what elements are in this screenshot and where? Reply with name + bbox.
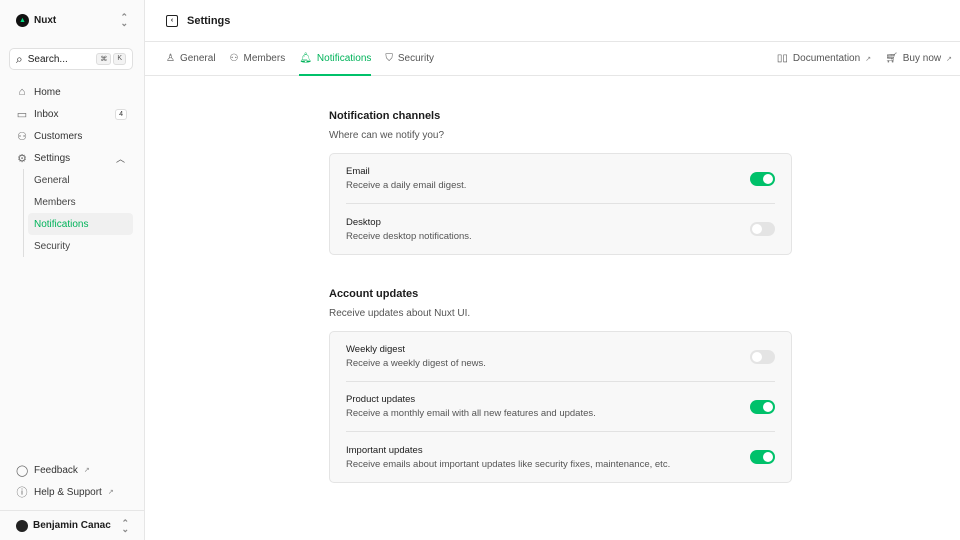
help-support-link[interactable]: ⓘ Help & Support ↗: [10, 481, 133, 503]
external-link-icon: ↗: [946, 55, 952, 63]
link-label: Buy now: [902, 53, 942, 64]
feedback-link[interactable]: ◯ Feedback ↗: [10, 459, 133, 481]
users-icon: ⚇: [229, 53, 239, 64]
nav-label: Settings: [34, 152, 71, 164]
help-label: Help & Support: [34, 486, 102, 498]
tab-label: General: [179, 53, 216, 64]
external-link-icon: ↗: [865, 55, 872, 63]
team-switcher[interactable]: ▲ Nuxt ⌃ ⌄: [16, 12, 128, 28]
settings-subnav: General Members Notifications Security: [23, 169, 133, 257]
bell-icon: 🔔︎: [299, 53, 312, 64]
feedback-label: Feedback: [34, 464, 78, 476]
kbd-cmd: ⌘: [96, 53, 112, 65]
setting-label: Weekly digest: [346, 344, 405, 355]
setting-desc: Receive a weekly digest of news.: [346, 358, 486, 369]
external-link-icon: ↗: [107, 489, 114, 496]
sidebar-item-members[interactable]: Members: [34, 196, 76, 208]
users-icon: ⚇: [17, 130, 27, 143]
tab-label: Security: [397, 53, 434, 64]
setting-label: Email: [346, 166, 370, 177]
section-account-updates: Account updates Receive updates about Nu…: [329, 288, 792, 483]
section-notification-channels: Notification channels Where can we notif…: [329, 110, 792, 255]
link-label: Documentation: [792, 53, 861, 64]
sidebar-item-notifications[interactable]: Notifications: [28, 213, 133, 235]
tab-label: Notifications: [316, 53, 372, 64]
sidebar-item-settings[interactable]: ⚙ Settings ︿: [10, 147, 133, 169]
settings-card: Weekly digest Receive a weekly digest of …: [329, 331, 792, 483]
tab-members[interactable]: ⚇ Members: [230, 42, 286, 75]
setting-desc: Receive a monthly email with all new fea…: [346, 408, 596, 419]
nav-label: Customers: [34, 130, 83, 142]
section-title: Account updates: [329, 288, 419, 300]
tab-general[interactable]: ♙ General: [166, 42, 216, 75]
info-icon: ⓘ: [16, 487, 28, 499]
chevron-up-icon: ︿: [115, 153, 125, 164]
chat-icon: ◯: [16, 464, 29, 477]
nuxt-logo-icon: ▲: [16, 13, 29, 27]
section-title: Notification channels: [329, 110, 441, 122]
user-icon: ♙: [166, 53, 175, 64]
setting-label: Product updates: [346, 394, 416, 405]
search-button[interactable]: ⌕ Search... ⌘ K: [9, 48, 133, 70]
nav-label: Inbox: [34, 108, 59, 120]
setting-desc: Receive a daily email digest.: [346, 180, 467, 191]
setting-label: Important updates: [346, 444, 423, 456]
setting-row-important-updates: Important updates Receive emails about im…: [346, 432, 775, 482]
tab-security[interactable]: ⛉ Security: [385, 42, 434, 75]
tab-notifications[interactable]: 🔔︎ Notifications: [299, 42, 372, 76]
page-header: ‹ Settings: [145, 0, 960, 42]
external-link-icon: ↗: [83, 467, 90, 474]
home-icon: ⌂: [18, 86, 26, 98]
sidebar-item-customers[interactable]: ⚇ Customers: [10, 125, 133, 147]
inbox-count-badge: 4: [115, 108, 127, 120]
sidebar-item-general[interactable]: General: [34, 174, 70, 186]
nav-label: Home: [34, 86, 61, 98]
book-icon: ▯▯: [776, 53, 788, 64]
notifications-content: Notification channels Where can we notif…: [329, 110, 792, 483]
user-menu[interactable]: Benjamin Canac ⌃ ⌄: [0, 510, 145, 540]
chevron-up-down-icon: ⌃ ⌄: [121, 517, 129, 534]
product-updates-toggle[interactable]: [750, 399, 775, 414]
sidebar-item-inbox[interactable]: ▭ Inbox 4: [10, 103, 133, 125]
desktop-toggle[interactable]: [750, 222, 775, 236]
sidebar-item-security[interactable]: Security: [34, 240, 71, 252]
setting-row-desktop: Desktop Receive desktop notifications.: [346, 204, 775, 254]
section-subtitle: Where can we notify you?: [329, 130, 445, 141]
setting-row-product-updates: Product updates Receive a monthly email w…: [346, 382, 775, 432]
setting-label: Desktop: [346, 216, 381, 228]
tab-label: Members: [243, 53, 286, 64]
settings-card: Email Receive a daily email digest. Deskt…: [329, 153, 792, 255]
important-updates-toggle[interactable]: [750, 450, 775, 464]
sidebar: ▲ Nuxt ⌃ ⌄ ⌕ Search... ⌘ K ⌂ Home ▭ Inbox 4 ⚇…: [0, 0, 145, 540]
user-name: Benjamin Canac: [33, 520, 111, 531]
team-name: Nuxt: [34, 14, 57, 26]
search-icon: ⌕: [16, 51, 23, 66]
settings-tabs: ♙ General ⚇ Members 🔔︎ Notifications ⛉ Secur…: [145, 42, 960, 76]
collapse-sidebar-icon[interactable]: ‹: [166, 14, 178, 27]
sidebar-item-home[interactable]: ⌂ Home: [10, 81, 133, 103]
documentation-link[interactable]: ▯▯ Documentation ↗: [777, 42, 871, 75]
inbox-icon: ▭: [16, 108, 28, 121]
setting-row-weekly-digest: Weekly digest Receive a weekly digest of …: [346, 332, 775, 382]
shield-icon: ⛉: [385, 53, 393, 64]
sidebar-nav: ⌂ Home ▭ Inbox 4 ⚇ Customers ⚙ Settings ︿ Gene…: [10, 81, 133, 257]
buy-now-link[interactable]: 🛒︎ Buy now ↗: [885, 42, 952, 75]
chevron-up-down-icon: ⌃ ⌄: [120, 12, 128, 28]
section-subtitle: Receive updates about Nuxt UI.: [329, 308, 471, 319]
kbd-k: K: [113, 53, 126, 65]
setting-desc: Receive desktop notifications.: [346, 230, 472, 242]
search-placeholder: Search...: [27, 53, 68, 65]
email-toggle[interactable]: [750, 171, 775, 186]
gear-icon: ⚙: [17, 152, 27, 165]
avatar: [16, 519, 28, 532]
setting-desc: Receive emails about important updates l…: [346, 458, 671, 470]
cart-icon: 🛒︎: [885, 53, 898, 64]
page-title: Settings: [187, 14, 231, 27]
setting-row-email: Email Receive a daily email digest.: [346, 154, 775, 204]
weekly-digest-toggle[interactable]: [750, 349, 775, 364]
